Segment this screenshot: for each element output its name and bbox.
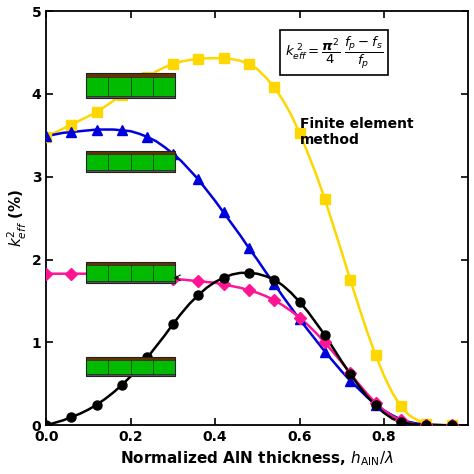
Bar [86, 374, 175, 375]
Bar [86, 357, 175, 360]
Bar [86, 262, 175, 283]
Bar [86, 73, 175, 77]
X-axis label: Normalized AlN thickness, $h_{\mathrm{AlN}}/\lambda$: Normalized AlN thickness, $h_{\mathrm{Al… [120, 450, 394, 468]
Bar [86, 151, 175, 154]
Bar [86, 151, 175, 172]
Bar [86, 357, 175, 375]
Bar [86, 281, 175, 283]
Bar [86, 265, 175, 281]
Text: Finite element
method: Finite element method [300, 117, 413, 147]
Y-axis label: $k_{eff}^2$ (%): $k_{eff}^2$ (%) [6, 189, 29, 247]
Bar [86, 73, 175, 98]
Bar [86, 262, 175, 265]
Bar [86, 96, 175, 98]
Bar [86, 154, 175, 170]
Bar [86, 360, 175, 374]
Bar [86, 77, 175, 96]
Text: $k_{eff}^{\;2} = \dfrac{\boldsymbol{\pi}^2}{4}\ \dfrac{f_p - f_s}{f_p}$: $k_{eff}^{\;2} = \dfrac{\boldsymbol{\pi}… [285, 34, 383, 71]
Bar [86, 170, 175, 172]
